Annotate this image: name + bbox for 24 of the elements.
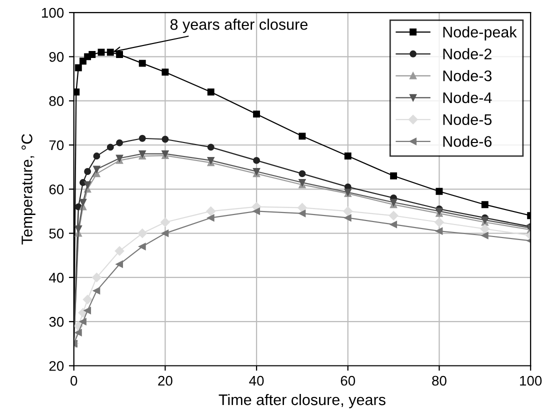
y-tick-label: 20 (49, 361, 64, 371)
x-axis-title: Time after closure, years (218, 394, 386, 408)
y-tick-label: 30 (49, 316, 64, 327)
legend-label: Node-5 (443, 114, 492, 126)
x-tick-label: 60 (340, 376, 356, 386)
x-tick-label: 80 (432, 376, 446, 386)
y-tick-label: 90 (49, 52, 64, 62)
legend-label: Node-2 (443, 48, 492, 60)
legend-label: Node-3 (443, 70, 492, 82)
y-axis-title: Temperature, °C (22, 134, 36, 244)
y-tick-label: 70 (49, 140, 64, 150)
x-tick-label: 40 (249, 376, 264, 386)
legend-label: Node-4 (443, 92, 492, 104)
y-tick-label: 60 (49, 184, 64, 194)
y-tick-label: 100 (42, 8, 64, 18)
annotation: 8 years after closure (170, 18, 308, 33)
y-tick-label: 40 (48, 272, 64, 283)
legend-label: Node-6 (443, 136, 492, 147)
y-tick-label: 50 (49, 228, 64, 238)
legend-label: Node-peak (443, 26, 517, 41)
x-tick-label: 20 (158, 376, 172, 386)
x-tick-label: 100 (520, 376, 542, 386)
x-tick-label: 0 (70, 376, 78, 386)
y-tick-label: 80 (49, 96, 64, 106)
